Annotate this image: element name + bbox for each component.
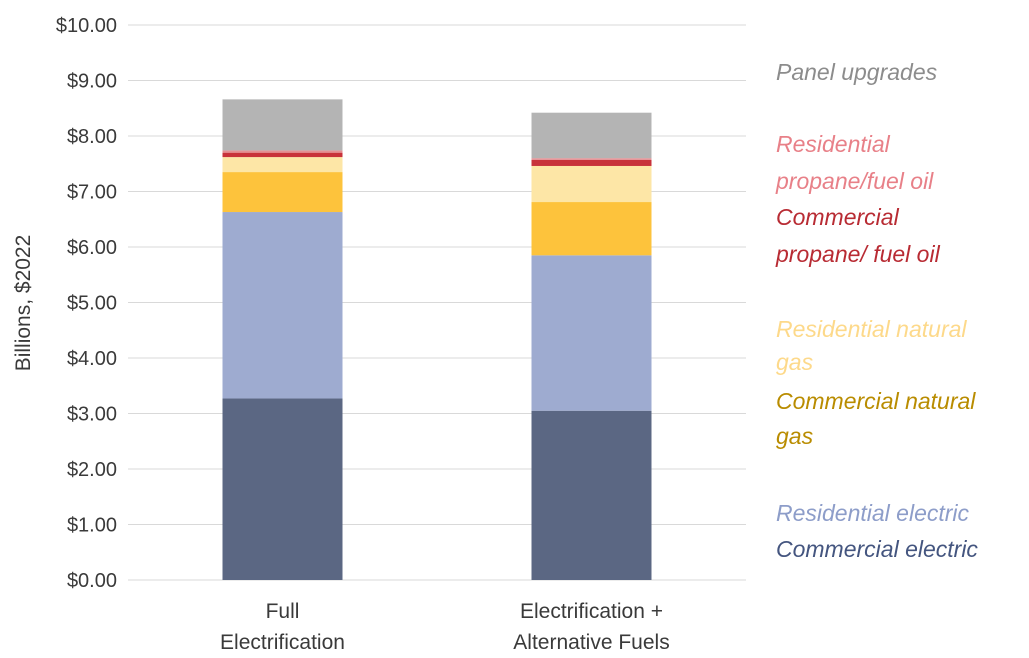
legend-label: Panel upgrades xyxy=(776,59,938,85)
bars xyxy=(222,99,652,580)
bar-segment-residential-propane-fuel-oil xyxy=(531,158,652,160)
bar-segment-commercial-natural-gas xyxy=(222,172,343,213)
y-tick-label: $1.00 xyxy=(67,515,117,537)
legend-label: Residential natural xyxy=(776,316,967,342)
y-tick-label: $9.00 xyxy=(67,71,117,93)
legend-label: gas xyxy=(776,349,814,375)
y-tick-label: $0.00 xyxy=(67,570,117,592)
bar-segment-residential-propane-fuel-oil xyxy=(222,150,343,153)
bar-segment-residential-electric xyxy=(531,255,652,411)
x-axis-categories: Full Electrification Electrification + Alte… xyxy=(220,600,670,654)
bar-segment-commercial-electric xyxy=(222,398,343,580)
bar-segment-residential-natural-gas xyxy=(222,157,343,173)
legend-label: Commercial electric xyxy=(776,536,978,562)
x-category-label: Electrification + xyxy=(520,600,663,623)
gridlines xyxy=(128,24,746,581)
legend-label: Commercial natural xyxy=(776,388,976,414)
y-tick-label: $6.00 xyxy=(67,237,117,259)
y-tick-label: $3.00 xyxy=(67,404,117,426)
legend-label: propane/fuel oil xyxy=(775,168,934,194)
y-tick-label: $2.00 xyxy=(67,459,117,481)
bar-segment-commercial-propane-fuel-oil xyxy=(531,159,652,166)
bar-segment-commercial-natural-gas xyxy=(531,202,652,256)
y-tick-label: $10.00 xyxy=(56,15,117,37)
x-category-label: Alternative Fuels xyxy=(513,631,669,654)
legend-label: Residential xyxy=(776,131,891,157)
legend: Panel upgrades Residential propane/fuel oi… xyxy=(775,59,978,562)
bar-segment-residential-electric xyxy=(222,212,343,399)
bar-segment-panel-upgrades xyxy=(222,99,343,151)
y-tick-label: $7.00 xyxy=(67,182,117,204)
y-axis-ticks: $0.00 $1.00 $2.00 $3.00 $4.00 $5.00 $6.00 $7.00… xyxy=(56,15,117,592)
legend-label: Residential electric xyxy=(776,500,970,526)
x-category-label: Electrification xyxy=(220,631,345,654)
bar-segment-commercial-electric xyxy=(531,410,652,580)
bar-segment-panel-upgrades xyxy=(531,112,652,159)
legend-label: Commercial xyxy=(776,204,900,230)
y-tick-label: $4.00 xyxy=(67,348,117,370)
y-tick-label: $5.00 xyxy=(67,293,117,315)
y-axis-label: Billions, $2022 xyxy=(12,235,35,372)
legend-label: gas xyxy=(776,423,814,449)
y-tick-label: $8.00 xyxy=(67,126,117,148)
legend-label: propane/ fuel oil xyxy=(775,241,941,267)
bar-segment-residential-natural-gas xyxy=(531,165,652,203)
bar-segment-commercial-propane-fuel-oil xyxy=(222,152,343,158)
x-category-label: Full xyxy=(266,600,300,623)
